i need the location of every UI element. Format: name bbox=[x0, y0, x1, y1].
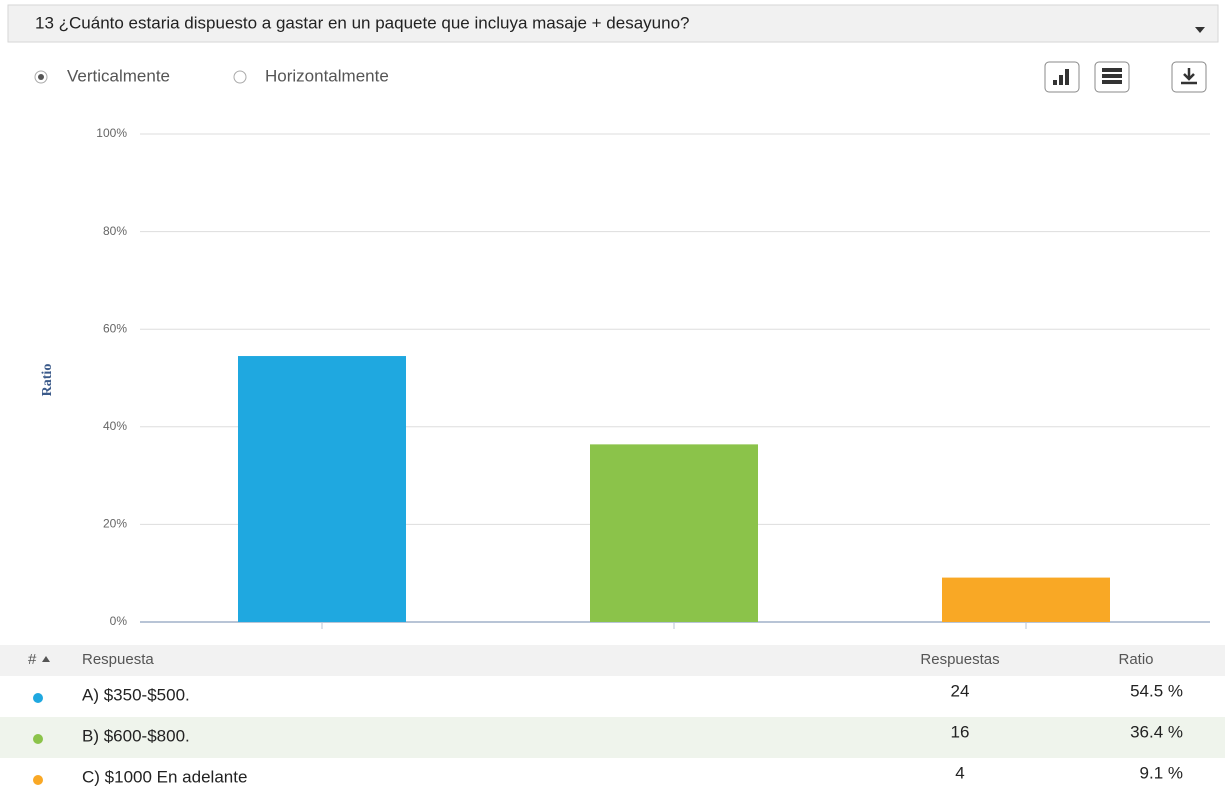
icon-table[interactable] bbox=[1094, 61, 1130, 93]
y-axis-label: Ratio bbox=[40, 364, 55, 397]
legend-dot bbox=[33, 775, 43, 785]
bar bbox=[238, 356, 406, 622]
column-header: Respuestas bbox=[920, 651, 999, 668]
count: 16 bbox=[951, 722, 970, 741]
icon-download[interactable] bbox=[1171, 61, 1207, 93]
ratio: 54.5 % bbox=[1130, 681, 1183, 700]
y-tick-label: 100% bbox=[96, 126, 127, 140]
answer: C) $1000 En adelante bbox=[82, 767, 247, 786]
column-header: Respuesta bbox=[82, 651, 154, 668]
column-header: # bbox=[28, 651, 37, 668]
bar bbox=[590, 444, 758, 622]
table-header bbox=[0, 645, 1225, 676]
ratio: 36.4 % bbox=[1130, 722, 1183, 741]
icon-bar-chart[interactable] bbox=[1044, 61, 1080, 93]
table-row-bg bbox=[0, 717, 1225, 758]
ratio: 9.1 % bbox=[1140, 763, 1183, 782]
header-bar[interactable] bbox=[7, 4, 1219, 43]
radio-dot bbox=[38, 74, 44, 80]
count: 24 bbox=[951, 681, 970, 700]
y-tick-label: 60% bbox=[103, 321, 127, 335]
bar bbox=[942, 577, 1110, 622]
y-tick-label: 80% bbox=[103, 224, 127, 238]
answer: A) $350-$500. bbox=[82, 685, 190, 704]
option-label: Verticalmente bbox=[67, 66, 170, 85]
question-title: 13 ¿Cuánto estaria dispuesto a gastar en… bbox=[35, 13, 689, 32]
sort-arrow bbox=[42, 656, 50, 662]
y-tick-label: 20% bbox=[103, 517, 127, 531]
radio-horizontal[interactable] bbox=[233, 70, 247, 84]
count: 4 bbox=[955, 763, 964, 782]
column-header: Ratio bbox=[1118, 651, 1153, 668]
y-tick-label: 40% bbox=[103, 419, 127, 433]
y-tick-label: 0% bbox=[110, 614, 128, 628]
answer: B) $600-$800. bbox=[82, 726, 190, 745]
option-label: Horizontalmente bbox=[265, 66, 389, 85]
legend-dot bbox=[33, 693, 43, 703]
dropdown-arrow[interactable] bbox=[1195, 27, 1205, 33]
legend-dot bbox=[33, 734, 43, 744]
